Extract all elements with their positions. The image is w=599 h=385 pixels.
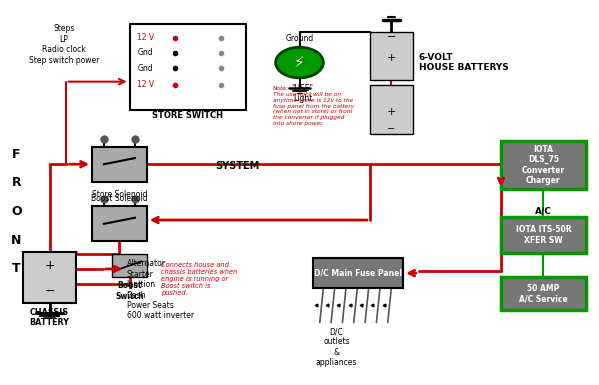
Text: +: + [386, 53, 396, 63]
Text: O: O [11, 205, 22, 218]
Text: Gnd: Gnd [137, 64, 153, 73]
Bar [501, 217, 586, 253]
Text: Alternator
Starter
Ignition
Dash
Power Seats
600 watt inverter: Alternator Starter Ignition Dash Power S… [126, 259, 193, 320]
Bar [370, 85, 413, 134]
Text: CHASSIS
BATTERY: CHASSIS BATTERY [30, 308, 69, 327]
Text: T: T [12, 263, 20, 275]
Bar [501, 276, 586, 310]
Text: +: + [44, 259, 55, 272]
Text: A/C: A/C [535, 206, 552, 215]
Text: Steps
LP
Radio clock
Step switch power: Steps LP Radio clock Step switch power [29, 24, 99, 65]
Bar [111, 254, 147, 277]
Text: Store Solenoid: Store Solenoid [92, 190, 147, 199]
Text: 50 AMP
A/C Service: 50 AMP A/C Service [519, 284, 568, 303]
Bar [370, 32, 413, 80]
Text: Connects house and
chassis batteries when
engine is running or
Boost switch is
p: Connects house and chassis batteries whe… [161, 262, 238, 296]
Text: Gnd: Gnd [137, 49, 153, 57]
Bar [501, 141, 586, 189]
Text: IOTA ITS-50R
XFER SW: IOTA ITS-50R XFER SW [516, 225, 571, 244]
Text: Note:
The use light will be on
anytime there is 12v to the
fuse panel from the b: Note: The use light will be on anytime t… [273, 86, 354, 126]
Circle shape [276, 47, 323, 78]
Text: ⚡: ⚡ [294, 55, 305, 70]
Text: 6-VOLT
HOUSE BATTERYS: 6-VOLT HOUSE BATTERYS [419, 53, 509, 72]
Bar [92, 206, 147, 241]
Text: D/C
outlets
&
appliances: D/C outlets & appliances [316, 327, 357, 367]
Text: D/C Main Fuse Panel: D/C Main Fuse Panel [314, 269, 402, 278]
Bar [92, 147, 147, 182]
Text: R: R [11, 176, 21, 189]
Text: SYSTEM: SYSTEM [215, 161, 259, 171]
Text: 12 V: 12 V [137, 80, 155, 89]
Text: "USE"
Light: "USE" Light [292, 84, 313, 103]
Text: IOTA
DLS_75
Converter
Charger: IOTA DLS_75 Converter Charger [522, 145, 565, 185]
Text: Boost
Switch: Boost Switch [115, 281, 144, 301]
Bar [313, 258, 403, 288]
Text: −: − [388, 124, 395, 134]
Text: N: N [11, 234, 22, 247]
Bar [129, 24, 246, 110]
Text: 12 V: 12 V [137, 33, 155, 42]
Text: Boost Solenoid: Boost Solenoid [91, 194, 148, 203]
Text: F: F [12, 148, 20, 161]
Bar [23, 252, 76, 303]
Text: STORE SWITCH: STORE SWITCH [152, 112, 223, 121]
Text: −: − [44, 285, 55, 298]
Text: Ground: Ground [285, 33, 314, 43]
Text: +: + [386, 107, 396, 117]
Text: −: − [386, 32, 396, 42]
